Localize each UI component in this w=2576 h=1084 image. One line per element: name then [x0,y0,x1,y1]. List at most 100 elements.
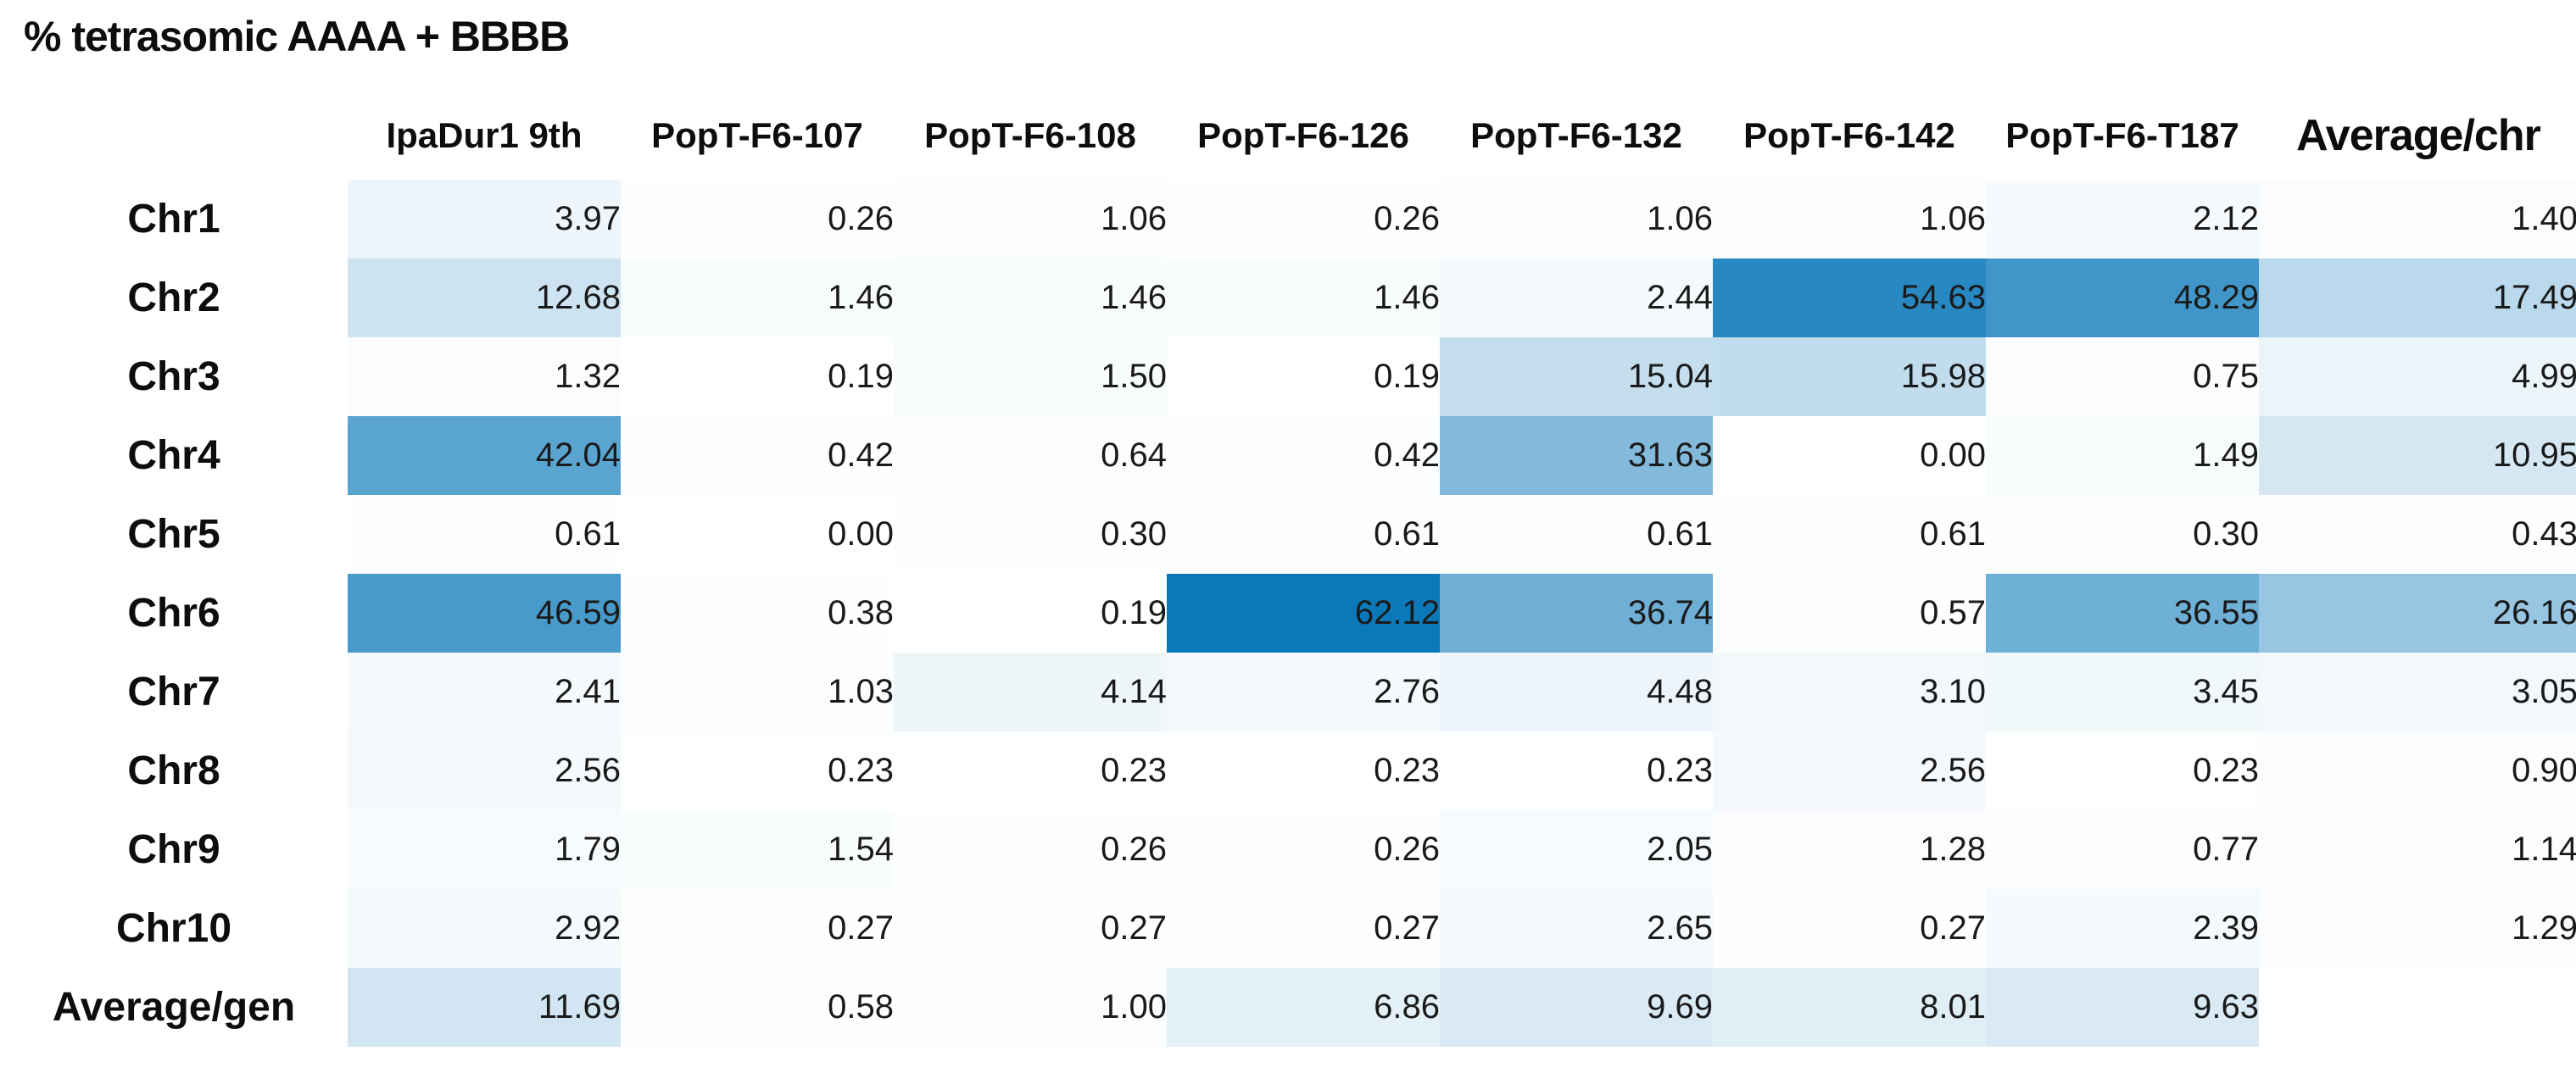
heatmap-cell: 15.98 [1713,337,1986,416]
heatmap-cell: 2.12 [1986,180,2259,258]
heatmap-cell: 8.01 [1713,968,1986,1047]
row-label: Chr1 [127,197,220,242]
heatmap-cell: 0.77 [1986,810,2259,889]
heatmap-cell: 1.46 [894,258,1167,337]
heatmap-cell: 0.23 [1440,731,1713,810]
heatmap-cell: 12.68 [348,258,621,337]
heatmap-cell: 36.55 [1986,574,2259,653]
row-label: Chr3 [127,354,220,399]
row-label: Chr5 [127,512,220,557]
table-row-chr5: Chr5 0.61 0.00 0.30 0.61 0.61 0.61 0.30 0.43 [0,495,2576,574]
heatmap-cell: 1.06 [1440,180,1713,258]
heatmap-cell: 4.14 [894,653,1167,731]
column-header-popt-f6-108: PopT-F6-108 [924,115,1136,155]
row-label: Chr10 [115,906,232,951]
heatmap-cell: 2.76 [1167,653,1440,731]
heatmap-cell: 1.46 [1167,258,1440,337]
table-row-chr2: Chr2 12.68 1.46 1.46 1.46 2.44 54.63 48.29 17.49 [0,258,2576,337]
heatmap-cell: 0.61 [1440,495,1713,574]
table-row-chr6: Chr6 46.59 0.38 0.19 62.12 36.74 0.57 36.55 26.1… [0,574,2576,653]
heatmap-cell: 2.41 [348,653,621,731]
heatmap-cell: 0.27 [894,889,1167,968]
table-row-chr7: Chr7 2.41 1.03 4.14 2.76 4.48 3.10 3.45 3.05 [0,653,2576,731]
heatmap-cell: 1.50 [894,337,1167,416]
column-header-popt-f6-126: PopT-F6-126 [1197,115,1409,155]
row-label: Chr8 [127,748,220,793]
row-label: Average/gen [52,985,296,1030]
heatmap-cell: 6.86 [1167,968,1440,1047]
heatmap-cell: 1.14 [2259,810,2576,889]
corner-spacer [0,92,348,180]
heatmap-cell: 4.48 [1440,653,1713,731]
heatmap-cell: 0.26 [1167,810,1440,889]
heatmap-cell: 0.57 [1713,574,1986,653]
heatmap-table: IpaDur1 9th PopT-F6-107 PopT-F6-108 PopT-F6… [0,92,2576,1047]
column-header-ipadur1-9th: IpaDur1 9th [386,115,583,155]
heatmap-cell: 0.61 [1713,495,1986,574]
heatmap-cell: 0.58 [621,968,894,1047]
heatmap-cell: 1.03 [621,653,894,731]
heatmap-cell: 0.00 [621,495,894,574]
heatmap-cell: 15.04 [1440,337,1713,416]
heatmap-cell: 0.75 [1986,337,2259,416]
column-header-popt-f6-132: PopT-F6-132 [1470,115,1682,155]
row-label: Chr7 [127,670,220,714]
table-row-chr9: Chr9 1.79 1.54 0.26 0.26 2.05 1.28 0.77 1.14 [0,810,2576,889]
table-row-average-gen: Average/gen 11.69 0.58 1.00 6.86 9.69 8.01 9.63 [0,968,2576,1047]
heatmap-cell: 0.19 [621,337,894,416]
heatmap-cell: 1.06 [894,180,1167,258]
heatmap-cell: 54.63 [1713,258,1986,337]
table-row-chr8: Chr8 2.56 0.23 0.23 0.23 0.23 2.56 0.23 0.90 [0,731,2576,810]
heatmap-cell: 0.61 [348,495,621,574]
heatmap-cell: 0.23 [1167,731,1440,810]
empty-cell [2259,968,2576,1047]
heatmap-cell: 48.29 [1986,258,2259,337]
column-header-popt-f6-142: PopT-F6-142 [1743,115,1955,155]
heatmap-cell: 1.28 [1713,810,1986,889]
heatmap-cell: 2.05 [1440,810,1713,889]
heatmap-cell: 3.05 [2259,653,2576,731]
heatmap-cell: 2.56 [1713,731,1986,810]
heatmap-cell: 0.26 [621,180,894,258]
heatmap-cell: 0.26 [894,810,1167,889]
column-header-average-chr: Average/chr [2296,111,2541,160]
heatmap-cell: 0.26 [1167,180,1440,258]
heatmap-cell: 36.74 [1440,574,1713,653]
heatmap-cell: 2.65 [1440,889,1713,968]
heatmap-cell: 2.92 [348,889,621,968]
heatmap-cell: 3.97 [348,180,621,258]
heatmap-cell: 0.30 [894,495,1167,574]
heatmap-cell: 0.38 [621,574,894,653]
heatmap-cell: 1.54 [621,810,894,889]
table-row-chr3: Chr3 1.32 0.19 1.50 0.19 15.04 15.98 0.75 4.99 [0,337,2576,416]
heatmap-cell: 0.42 [621,416,894,495]
heatmap-cell: 1.46 [621,258,894,337]
table-row-chr4: Chr4 42.04 0.42 0.64 0.42 31.63 0.00 1.49 10.95 [0,416,2576,495]
row-label: Chr2 [127,275,220,320]
heatmap-cell: 3.10 [1713,653,1986,731]
heatmap-cell: 17.49 [2259,258,2576,337]
heatmap-cell: 4.99 [2259,337,2576,416]
heatmap-cell: 0.23 [894,731,1167,810]
heatmap-cell: 0.42 [1167,416,1440,495]
heatmap-cell: 0.27 [1167,889,1440,968]
heatmap-cell: 0.19 [894,574,1167,653]
row-label: Chr6 [127,591,220,636]
heatmap-cell: 0.30 [1986,495,2259,574]
column-header-popt-f6-107: PopT-F6-107 [651,115,863,155]
column-header-popt-f6-t187: PopT-F6-T187 [2005,115,2239,155]
heatmap-cell: 11.69 [348,968,621,1047]
header-row: IpaDur1 9th PopT-F6-107 PopT-F6-108 PopT-F6… [0,92,2576,180]
heatmap-cell: 3.45 [1986,653,2259,731]
heatmap-cell: 0.90 [2259,731,2576,810]
row-label: Chr9 [127,827,220,872]
table-body: Chr1 3.97 0.26 1.06 0.26 1.06 1.06 2.12 1.40 Chr2… [0,180,2576,1047]
heatmap-cell: 0.00 [1713,416,1986,495]
heatmap-cell: 2.56 [348,731,621,810]
table-row-chr1: Chr1 3.97 0.26 1.06 0.26 1.06 1.06 2.12 1.40 [0,180,2576,258]
heatmap-cell: 1.06 [1713,180,1986,258]
heatmap-cell: 1.40 [2259,180,2576,258]
heatmap-cell: 0.23 [621,731,894,810]
heatmap-cell: 1.32 [348,337,621,416]
heatmap-cell: 0.64 [894,416,1167,495]
